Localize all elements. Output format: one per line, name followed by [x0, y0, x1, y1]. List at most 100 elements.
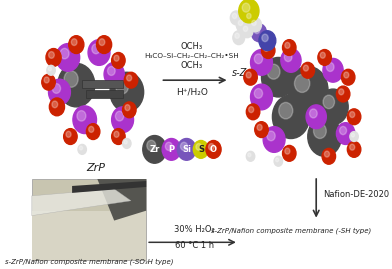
Circle shape — [284, 52, 292, 62]
Circle shape — [177, 139, 196, 160]
Circle shape — [325, 151, 330, 157]
Circle shape — [242, 3, 250, 12]
Circle shape — [196, 144, 201, 150]
Circle shape — [285, 42, 290, 48]
Circle shape — [264, 45, 269, 51]
Circle shape — [110, 72, 143, 112]
FancyBboxPatch shape — [32, 179, 146, 260]
Circle shape — [249, 107, 254, 113]
Circle shape — [180, 142, 187, 150]
Circle shape — [77, 111, 86, 121]
Circle shape — [92, 44, 100, 54]
Circle shape — [285, 148, 290, 154]
Circle shape — [124, 140, 127, 144]
Circle shape — [42, 74, 55, 90]
Circle shape — [233, 31, 245, 45]
Circle shape — [261, 43, 275, 58]
Circle shape — [64, 129, 77, 144]
Circle shape — [69, 36, 84, 54]
Circle shape — [341, 69, 355, 85]
Circle shape — [47, 65, 55, 75]
Circle shape — [235, 33, 240, 38]
Circle shape — [73, 106, 96, 134]
Circle shape — [318, 49, 331, 65]
Circle shape — [339, 89, 344, 95]
Circle shape — [251, 24, 267, 42]
Circle shape — [162, 139, 181, 160]
Circle shape — [116, 79, 129, 94]
Circle shape — [246, 104, 260, 120]
Circle shape — [267, 64, 280, 79]
Circle shape — [96, 36, 112, 54]
Circle shape — [320, 52, 325, 58]
Circle shape — [255, 122, 268, 137]
Circle shape — [254, 27, 260, 34]
Circle shape — [323, 58, 343, 82]
Circle shape — [71, 39, 77, 45]
Circle shape — [283, 146, 296, 161]
Circle shape — [351, 133, 354, 137]
Circle shape — [107, 66, 115, 75]
Text: 60 °C 1 h: 60 °C 1 h — [174, 241, 214, 250]
Circle shape — [350, 132, 358, 141]
Circle shape — [52, 101, 58, 108]
Circle shape — [232, 13, 237, 19]
Circle shape — [262, 34, 268, 42]
Circle shape — [66, 131, 71, 137]
Circle shape — [257, 124, 262, 130]
Circle shape — [206, 140, 221, 158]
Circle shape — [347, 141, 361, 157]
Circle shape — [123, 139, 131, 148]
Circle shape — [336, 86, 350, 102]
Circle shape — [263, 127, 285, 152]
Circle shape — [322, 148, 336, 164]
Circle shape — [193, 140, 209, 158]
Circle shape — [239, 0, 259, 23]
Circle shape — [209, 144, 214, 150]
Circle shape — [58, 63, 95, 107]
Circle shape — [279, 102, 293, 119]
Circle shape — [283, 40, 296, 55]
Polygon shape — [97, 179, 146, 221]
Circle shape — [339, 126, 347, 135]
Circle shape — [246, 151, 255, 161]
Circle shape — [306, 105, 326, 129]
Text: ZrP: ZrP — [86, 163, 105, 173]
Circle shape — [60, 48, 69, 59]
Circle shape — [314, 123, 326, 139]
Circle shape — [49, 52, 54, 58]
Circle shape — [89, 126, 94, 132]
Circle shape — [267, 131, 275, 141]
Circle shape — [243, 26, 248, 31]
Text: 30% H₂O₂: 30% H₂O₂ — [174, 225, 214, 234]
Circle shape — [303, 65, 309, 71]
Circle shape — [241, 24, 253, 38]
Circle shape — [46, 48, 61, 66]
Circle shape — [88, 40, 110, 65]
Text: Nafion-DE-2020: Nafion-DE-2020 — [323, 190, 389, 199]
Circle shape — [238, 20, 243, 26]
Circle shape — [112, 129, 125, 144]
Circle shape — [52, 84, 60, 93]
Circle shape — [236, 18, 248, 32]
Text: OCH₃: OCH₃ — [181, 61, 203, 70]
Circle shape — [336, 123, 355, 144]
Text: Si: Si — [182, 145, 191, 154]
Text: Zr: Zr — [149, 145, 160, 154]
Circle shape — [308, 117, 341, 156]
Circle shape — [347, 109, 361, 125]
Text: P: P — [168, 145, 174, 154]
Circle shape — [147, 140, 156, 151]
Circle shape — [250, 49, 272, 75]
Circle shape — [350, 144, 355, 150]
Circle shape — [123, 102, 136, 118]
Text: H₃CO–Si–CH₂–CH₂–CH₂•SH: H₃CO–Si–CH₂–CH₂–CH₂•SH — [144, 54, 239, 59]
Circle shape — [244, 69, 257, 85]
Circle shape — [56, 44, 80, 71]
Circle shape — [115, 111, 124, 121]
Circle shape — [245, 11, 256, 25]
Circle shape — [288, 66, 328, 114]
Circle shape — [254, 89, 263, 98]
Circle shape — [48, 67, 51, 71]
Circle shape — [246, 72, 251, 78]
